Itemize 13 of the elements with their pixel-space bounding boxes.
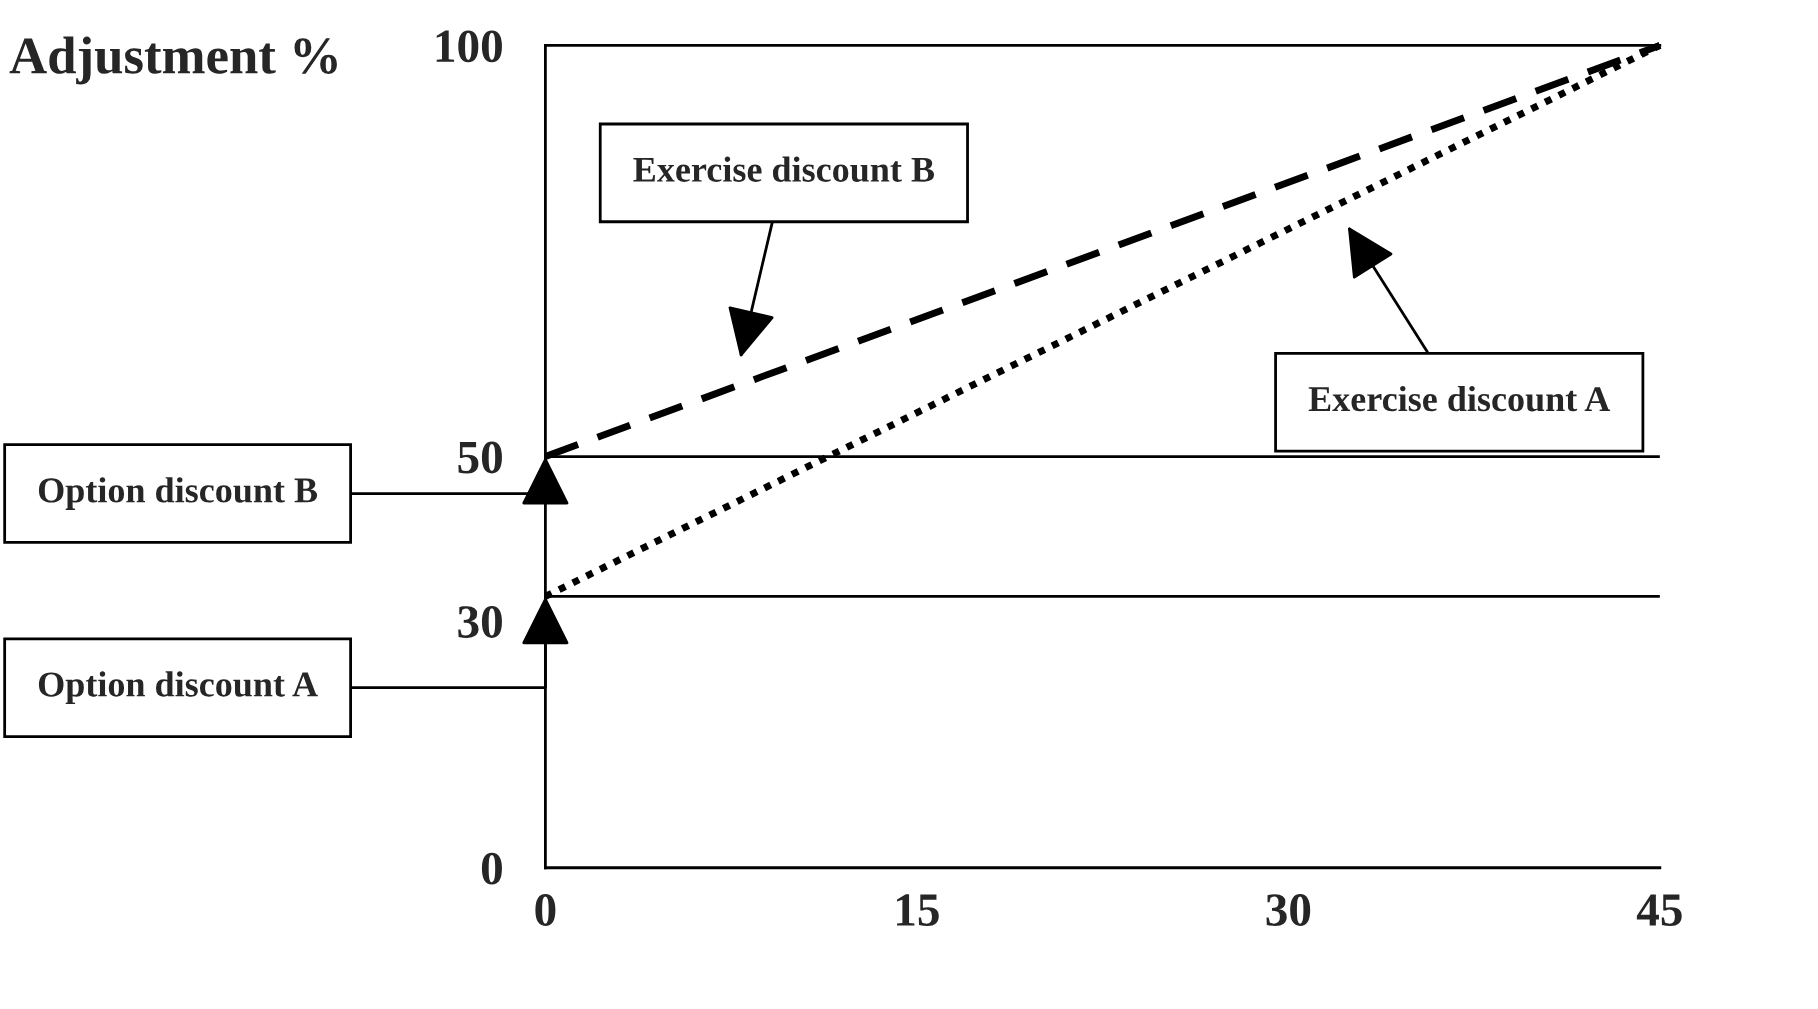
annotation: Exercise discount B [633,156,935,182]
y-axis-title: Adjustment % [9,36,337,85]
y-tick-label: 100 [436,30,502,63]
x-tick-label: 0 [535,894,556,926]
y-tick-label: 0 [481,852,502,885]
x-tick-label: 30 [1266,894,1311,926]
x-tick-label: 45 [1636,894,1682,926]
annotation: Exercise discount A [1308,385,1611,412]
text: Option discount B [38,477,318,510]
y-tick-label: 50 [458,441,502,474]
x-tick-label: 15 [897,894,939,926]
y-tick-label: 30 [458,606,502,638]
text: Option discount A [38,671,318,705]
